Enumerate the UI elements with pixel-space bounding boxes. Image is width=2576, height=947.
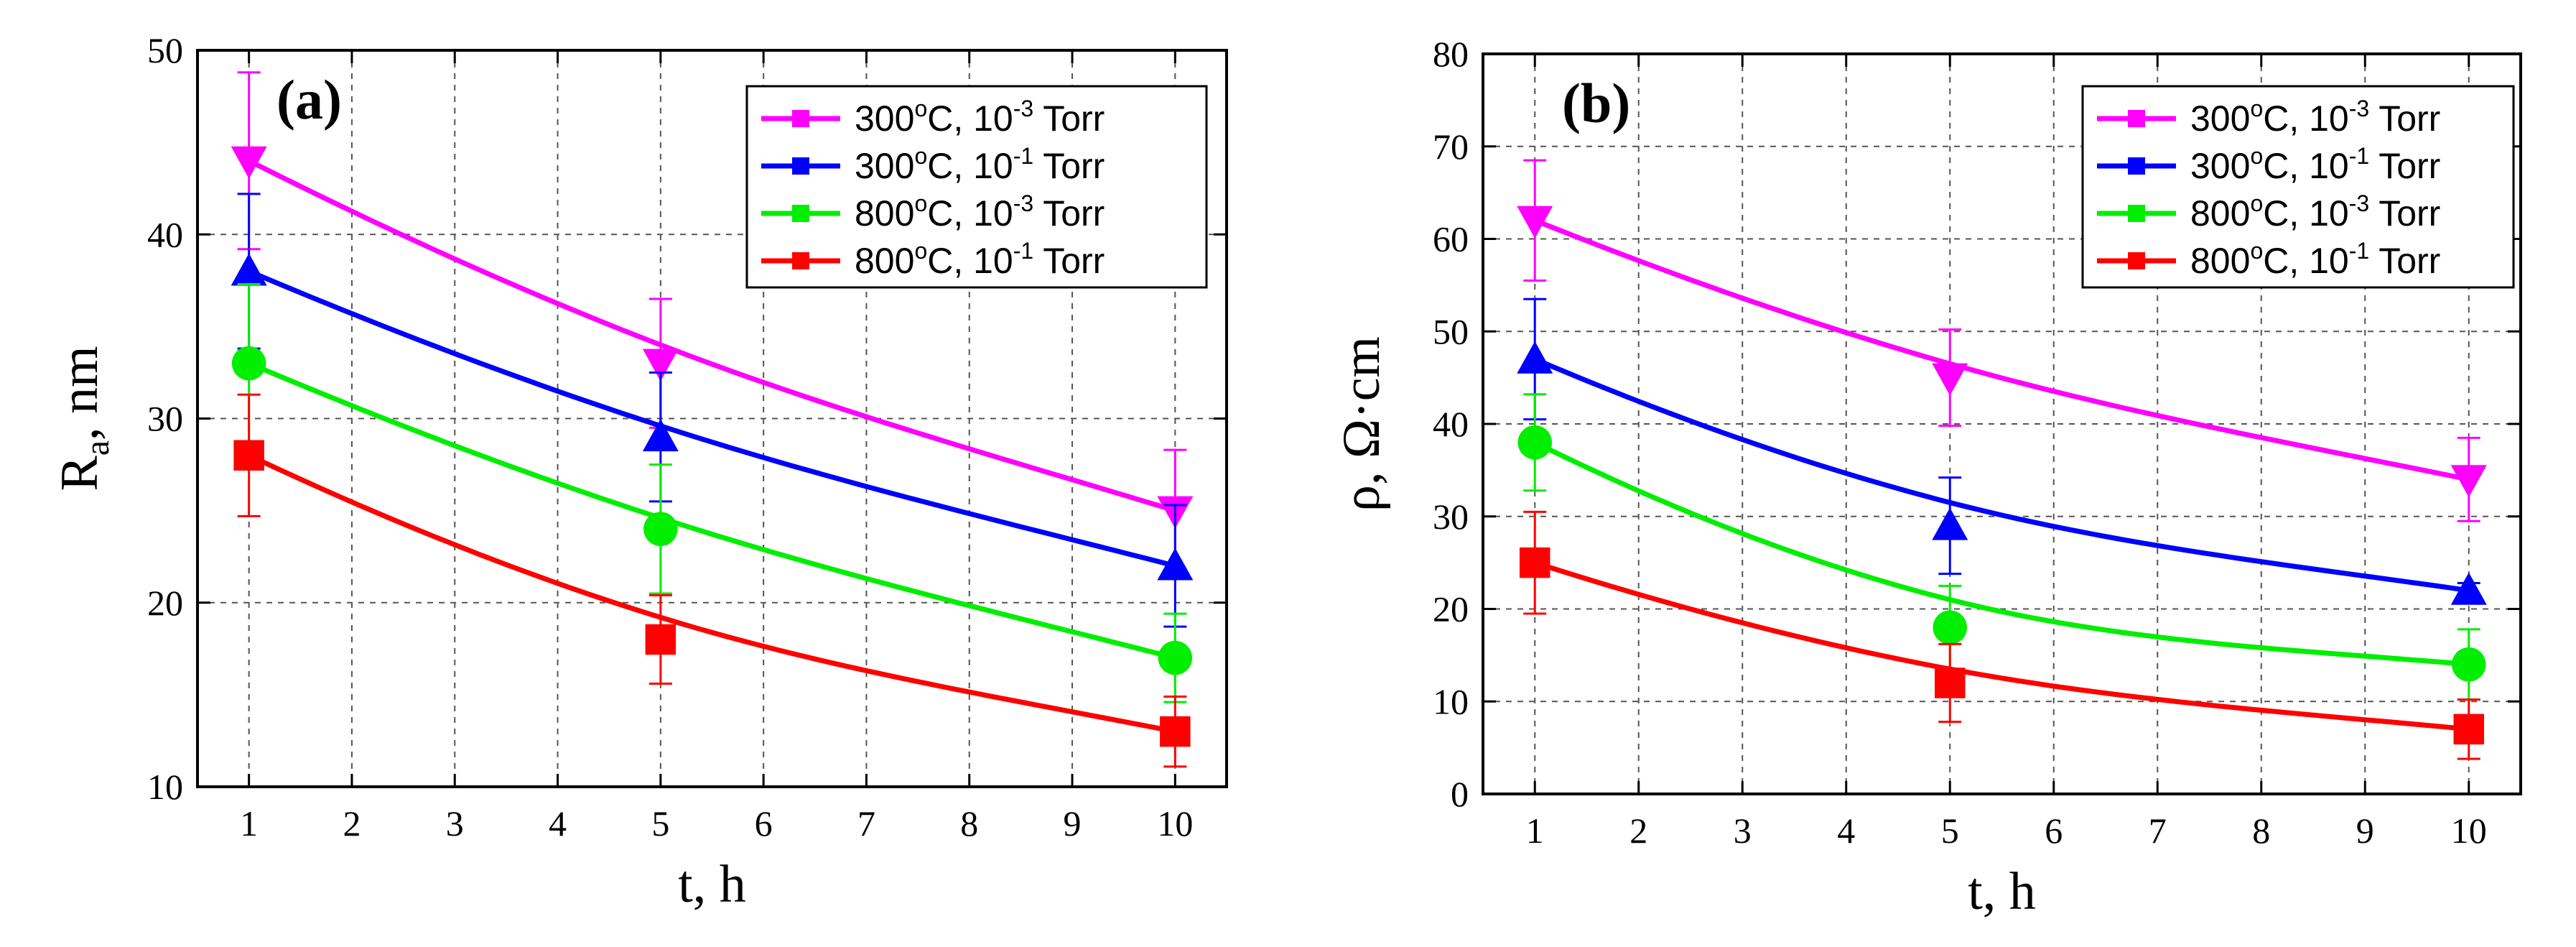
y-tick-label-a-30: 30 [147, 399, 183, 439]
y-tick-label-b-60: 60 [1433, 219, 1469, 259]
panel-label-b: (b) [1562, 72, 1630, 134]
x-tick-label-b-2: 2 [1629, 810, 1647, 851]
x-tick-label-b-9: 9 [2356, 810, 2374, 851]
legend-marker-a-3 [792, 252, 809, 269]
y-tick-label-b-80: 80 [1433, 34, 1469, 74]
data-point-a-3-2 [1160, 716, 1191, 747]
data-point-b-1-0 [1517, 341, 1553, 374]
legend-marker-b-0 [2128, 110, 2145, 127]
data-point-a-1-2 [1157, 548, 1194, 581]
fit-line-a-0 [248, 158, 1176, 513]
legend-label-b-0: 300oC, 10-3 Torr [2190, 96, 2440, 139]
x-tick-label-b-10: 10 [2451, 810, 2487, 851]
fit-line-a-1 [248, 269, 1176, 568]
legend-marker-b-2 [2128, 205, 2145, 222]
fit-line-a-2 [248, 361, 1176, 660]
data-point-a-2-1 [643, 512, 678, 546]
chart-panel-b: 1 2 3 4 5 6 7 8 9 10 0 10 20 30 40 50 60 70 80 t, h ρ, Ω·cm (… [1332, 34, 2522, 921]
x-tick-label-b-6: 6 [2045, 810, 2063, 851]
legend-label-b-3: 800oC, 10-1 Torr [2190, 238, 2440, 281]
y-tick-label-b-30: 30 [1433, 496, 1469, 537]
y-tick-label-a-50: 50 [147, 30, 183, 70]
series-b-0 [1517, 159, 2487, 522]
x-tick-label-b-1: 1 [1526, 810, 1544, 851]
x-tick-label-a-8: 8 [960, 803, 978, 844]
data-point-a-1-1 [642, 419, 679, 452]
data-point-b-3-0 [1520, 547, 1550, 578]
legend-marker-b-3 [2128, 252, 2145, 269]
legend-marker-a-2 [792, 205, 809, 222]
x-tick-label-a-1: 1 [240, 803, 258, 844]
legend-marker-a-1 [792, 157, 809, 175]
x-tick-label-a-5: 5 [651, 803, 669, 844]
series-b-1 [1517, 297, 2487, 605]
data-point-a-0-0 [231, 146, 267, 179]
legend-marker-b-1 [2128, 157, 2145, 175]
y-tick-label-a-40: 40 [147, 214, 183, 254]
data-point-a-2-2 [1158, 640, 1193, 675]
legend-label-a-0: 300oC, 10-3 Torr [855, 96, 1105, 139]
data-point-b-3-1 [1935, 667, 1966, 698]
y-axis-title-a: Ra, nm [50, 346, 116, 491]
x-axis-title-b: t, h [1968, 862, 2036, 921]
legend-label-b-1: 300oC, 10-1 Torr [2190, 143, 2440, 186]
series-a-2 [231, 282, 1193, 703]
legend-label-a-1: 300oC, 10-1 Torr [855, 143, 1105, 186]
fit-line-a-3 [248, 453, 1176, 734]
data-point-b-1-1 [1932, 507, 1968, 540]
x-tick-label-a-3: 3 [446, 803, 464, 844]
data-point-b-0-1 [1932, 363, 1968, 396]
x-tick-label-a-6: 6 [755, 803, 773, 844]
y-tick-label-a-10: 10 [147, 767, 183, 807]
x-tick-label-b-7: 7 [2149, 810, 2167, 851]
data-point-b-1-2 [2450, 572, 2487, 605]
y-tick-label-b-10: 10 [1433, 681, 1469, 721]
data-point-a-1-0 [231, 253, 267, 286]
series-b-3 [1520, 510, 2484, 760]
x-tick-label-b-5: 5 [1941, 810, 1959, 851]
data-point-a-3-0 [233, 440, 264, 471]
fit-line-b-1 [1533, 356, 2470, 593]
legend-label-a-2: 800oC, 10-3 Torr [855, 190, 1105, 234]
x-tick-label-b-3: 3 [1734, 810, 1752, 851]
data-point-b-2-1 [1933, 610, 1967, 645]
x-tick-label-b-4: 4 [1837, 810, 1855, 851]
y-axis-title-b: ρ, Ω·cm [1332, 336, 1391, 512]
data-point-a-0-1 [642, 348, 679, 382]
y-tick-label-a-20: 20 [147, 583, 183, 623]
legend-marker-a-0 [792, 110, 809, 127]
series-b-2 [1517, 393, 2486, 701]
legend-label-b-2: 800oC, 10-3 Torr [2190, 190, 2440, 234]
fit-line-b-2 [1533, 440, 2470, 667]
x-tick-label-a-2: 2 [343, 803, 361, 844]
data-point-b-2-2 [2452, 647, 2486, 682]
x-axis-title-a: t, h [678, 855, 746, 914]
data-point-a-3-1 [645, 624, 676, 655]
x-tick-label-a-9: 9 [1064, 803, 1082, 844]
x-tick-label-a-7: 7 [857, 803, 875, 844]
y-tick-label-b-40: 40 [1433, 404, 1469, 444]
x-tick-label-b-8: 8 [2252, 810, 2270, 851]
data-point-b-2-0 [1517, 425, 1552, 460]
fit-line-b-0 [1534, 218, 2470, 482]
chart-panel-a: 1 2 3 4 5 6 7 8 9 10 10 20 30 40 50 t, h Ra, nm (a) 300oC,… [50, 30, 1228, 914]
series-a-1 [231, 193, 1194, 628]
y-tick-label-b-0: 0 [1451, 774, 1469, 814]
legend-label-a-3: 800oC, 10-1 Torr [855, 238, 1105, 281]
series-a-3 [233, 393, 1191, 768]
x-tick-label-a-10: 10 [1157, 803, 1193, 844]
y-tick-label-b-70: 70 [1433, 126, 1469, 167]
y-tick-label-b-20: 20 [1433, 589, 1469, 629]
data-point-b-0-2 [2450, 465, 2487, 498]
data-point-b-3-2 [2453, 713, 2484, 745]
fit-line-b-3 [1534, 560, 2470, 732]
y-tick-label-b-50: 50 [1433, 311, 1469, 351]
panel-label-a: (a) [276, 68, 342, 131]
x-tick-label-a-4: 4 [549, 803, 567, 844]
data-point-a-2-0 [231, 346, 266, 381]
data-point-b-0-0 [1517, 205, 1553, 239]
